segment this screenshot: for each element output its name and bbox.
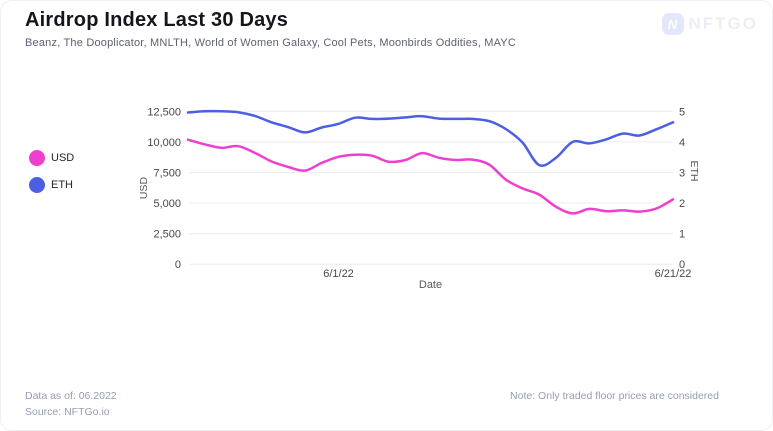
footer-note: Note: Only traded floor prices are consi… — [510, 390, 719, 402]
nftgo-logo: N NFTGO — [661, 13, 759, 35]
y-right-axis-title: ETH — [688, 161, 700, 182]
eth-line — [186, 109, 675, 167]
y-right-tick-label: 2 — [679, 198, 685, 210]
y-left-tick-label: 7,500 — [153, 167, 181, 179]
y-right-tick-label: 1 — [679, 229, 685, 241]
y-right-tick-label: 3 — [679, 167, 685, 179]
eth-legend-label: ETH — [51, 179, 73, 191]
y-left-tick-label: 0 — [175, 259, 181, 271]
y-left-tick-label: 2,500 — [153, 229, 181, 241]
eth-legend-dot-icon — [29, 177, 45, 193]
y-left-tick-label: 12,500 — [147, 106, 181, 118]
legend-item-eth[interactable]: ETH — [29, 177, 74, 193]
chart-legend: USD ETH — [29, 150, 74, 193]
nftgo-logo-text: NFTGO — [688, 14, 758, 33]
usd-line — [186, 138, 675, 215]
usd-legend-dot-icon — [29, 150, 45, 166]
nftgo-logo-icon: N — [661, 13, 684, 35]
footer-meta: Data as of: 06.2022 Source: NFTGo.io — [25, 388, 117, 421]
x-tick-label: 6/1/22 — [323, 268, 354, 280]
y-left-tick-label: 10,000 — [147, 137, 181, 149]
legend-item-usd[interactable]: USD — [29, 150, 74, 166]
data-as-of-text: Data as of: 06.2022 — [25, 390, 117, 402]
collections-subtitle: Beanz, The Dooplicator, MNLTH, World of … — [25, 37, 516, 49]
y-right-tick-label: 5 — [679, 106, 685, 118]
source-text: Source: NFTGo.io — [25, 406, 110, 419]
y-right-tick-label: 4 — [679, 137, 685, 149]
page-title: Airdrop Index Last 30 Days — [25, 9, 289, 31]
y-left-axis-title: USD — [138, 176, 150, 199]
usd-legend-label: USD — [51, 152, 75, 164]
x-axis-title: Date — [419, 279, 442, 291]
y-left-tick-label: 5,000 — [153, 198, 181, 210]
y-right-tick-label: 0 — [679, 259, 685, 271]
x-tick-label: 6/21/22 — [655, 268, 692, 280]
